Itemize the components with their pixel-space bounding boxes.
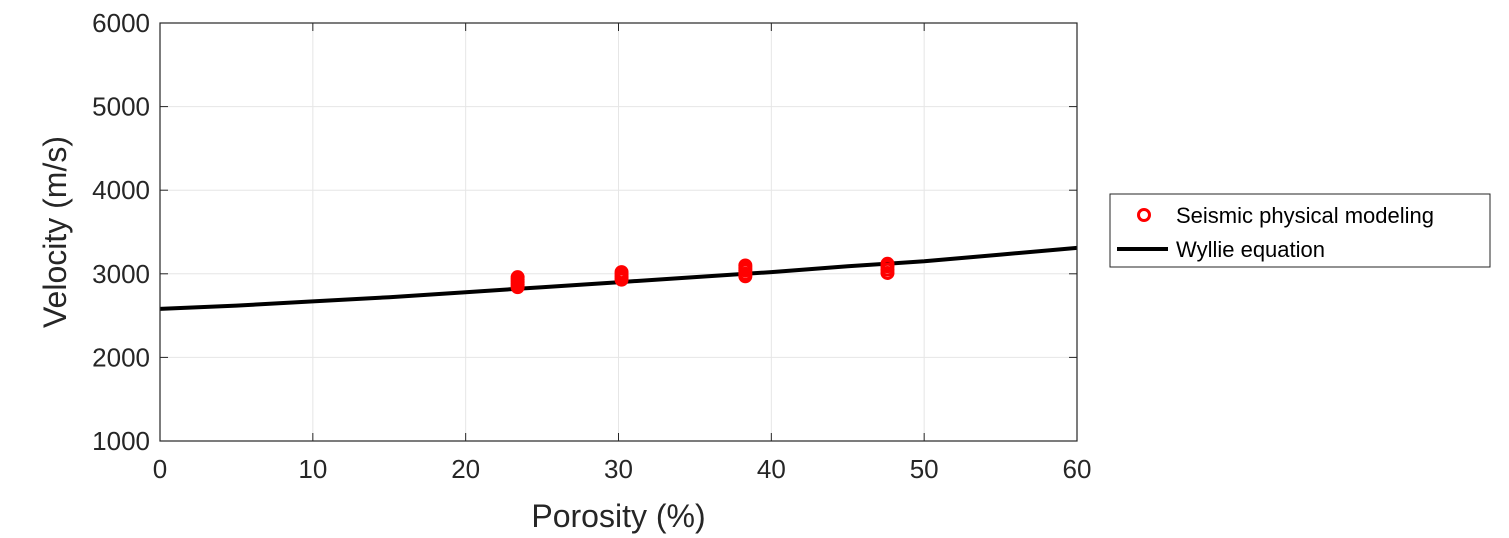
legend-label-seismic: Seismic physical modeling: [1176, 203, 1434, 228]
legend: Seismic physical modeling Wyllie equatio…: [1109, 193, 1491, 268]
x-tick-label: 20: [451, 454, 480, 484]
legend-marker-seismic: [1137, 208, 1151, 222]
scatter-point: [614, 265, 629, 280]
legend-label-wyllie: Wyllie equation: [1176, 237, 1325, 262]
x-tick-label: 60: [1063, 454, 1092, 484]
y-tick-label: 6000: [92, 8, 150, 38]
x-tick-label: 10: [298, 454, 327, 484]
x-axis-label: Porosity (%): [531, 498, 705, 534]
y-axis-label: Velocity (m/s): [37, 136, 73, 328]
x-axis-ticks: 0 10 20 30 40 50 60: [153, 23, 1092, 484]
x-tick-label: 0: [153, 454, 167, 484]
y-tick-label: 1000: [92, 426, 150, 456]
legend-box: [1109, 193, 1491, 268]
y-tick-label: 3000: [92, 259, 150, 289]
y-axis-ticks: 1000 2000 3000 4000 5000 6000: [92, 8, 1077, 456]
y-tick-label: 2000: [92, 342, 150, 372]
seismic-physical-modeling-series: [510, 256, 895, 295]
x-tick-label: 50: [910, 454, 939, 484]
scatter-point: [510, 270, 525, 285]
x-tick-label: 30: [604, 454, 633, 484]
x-tick-label: 40: [757, 454, 786, 484]
scatter-point: [880, 256, 895, 271]
y-tick-label: 5000: [92, 92, 150, 122]
y-tick-label: 4000: [92, 175, 150, 205]
scatter-point: [738, 258, 753, 273]
